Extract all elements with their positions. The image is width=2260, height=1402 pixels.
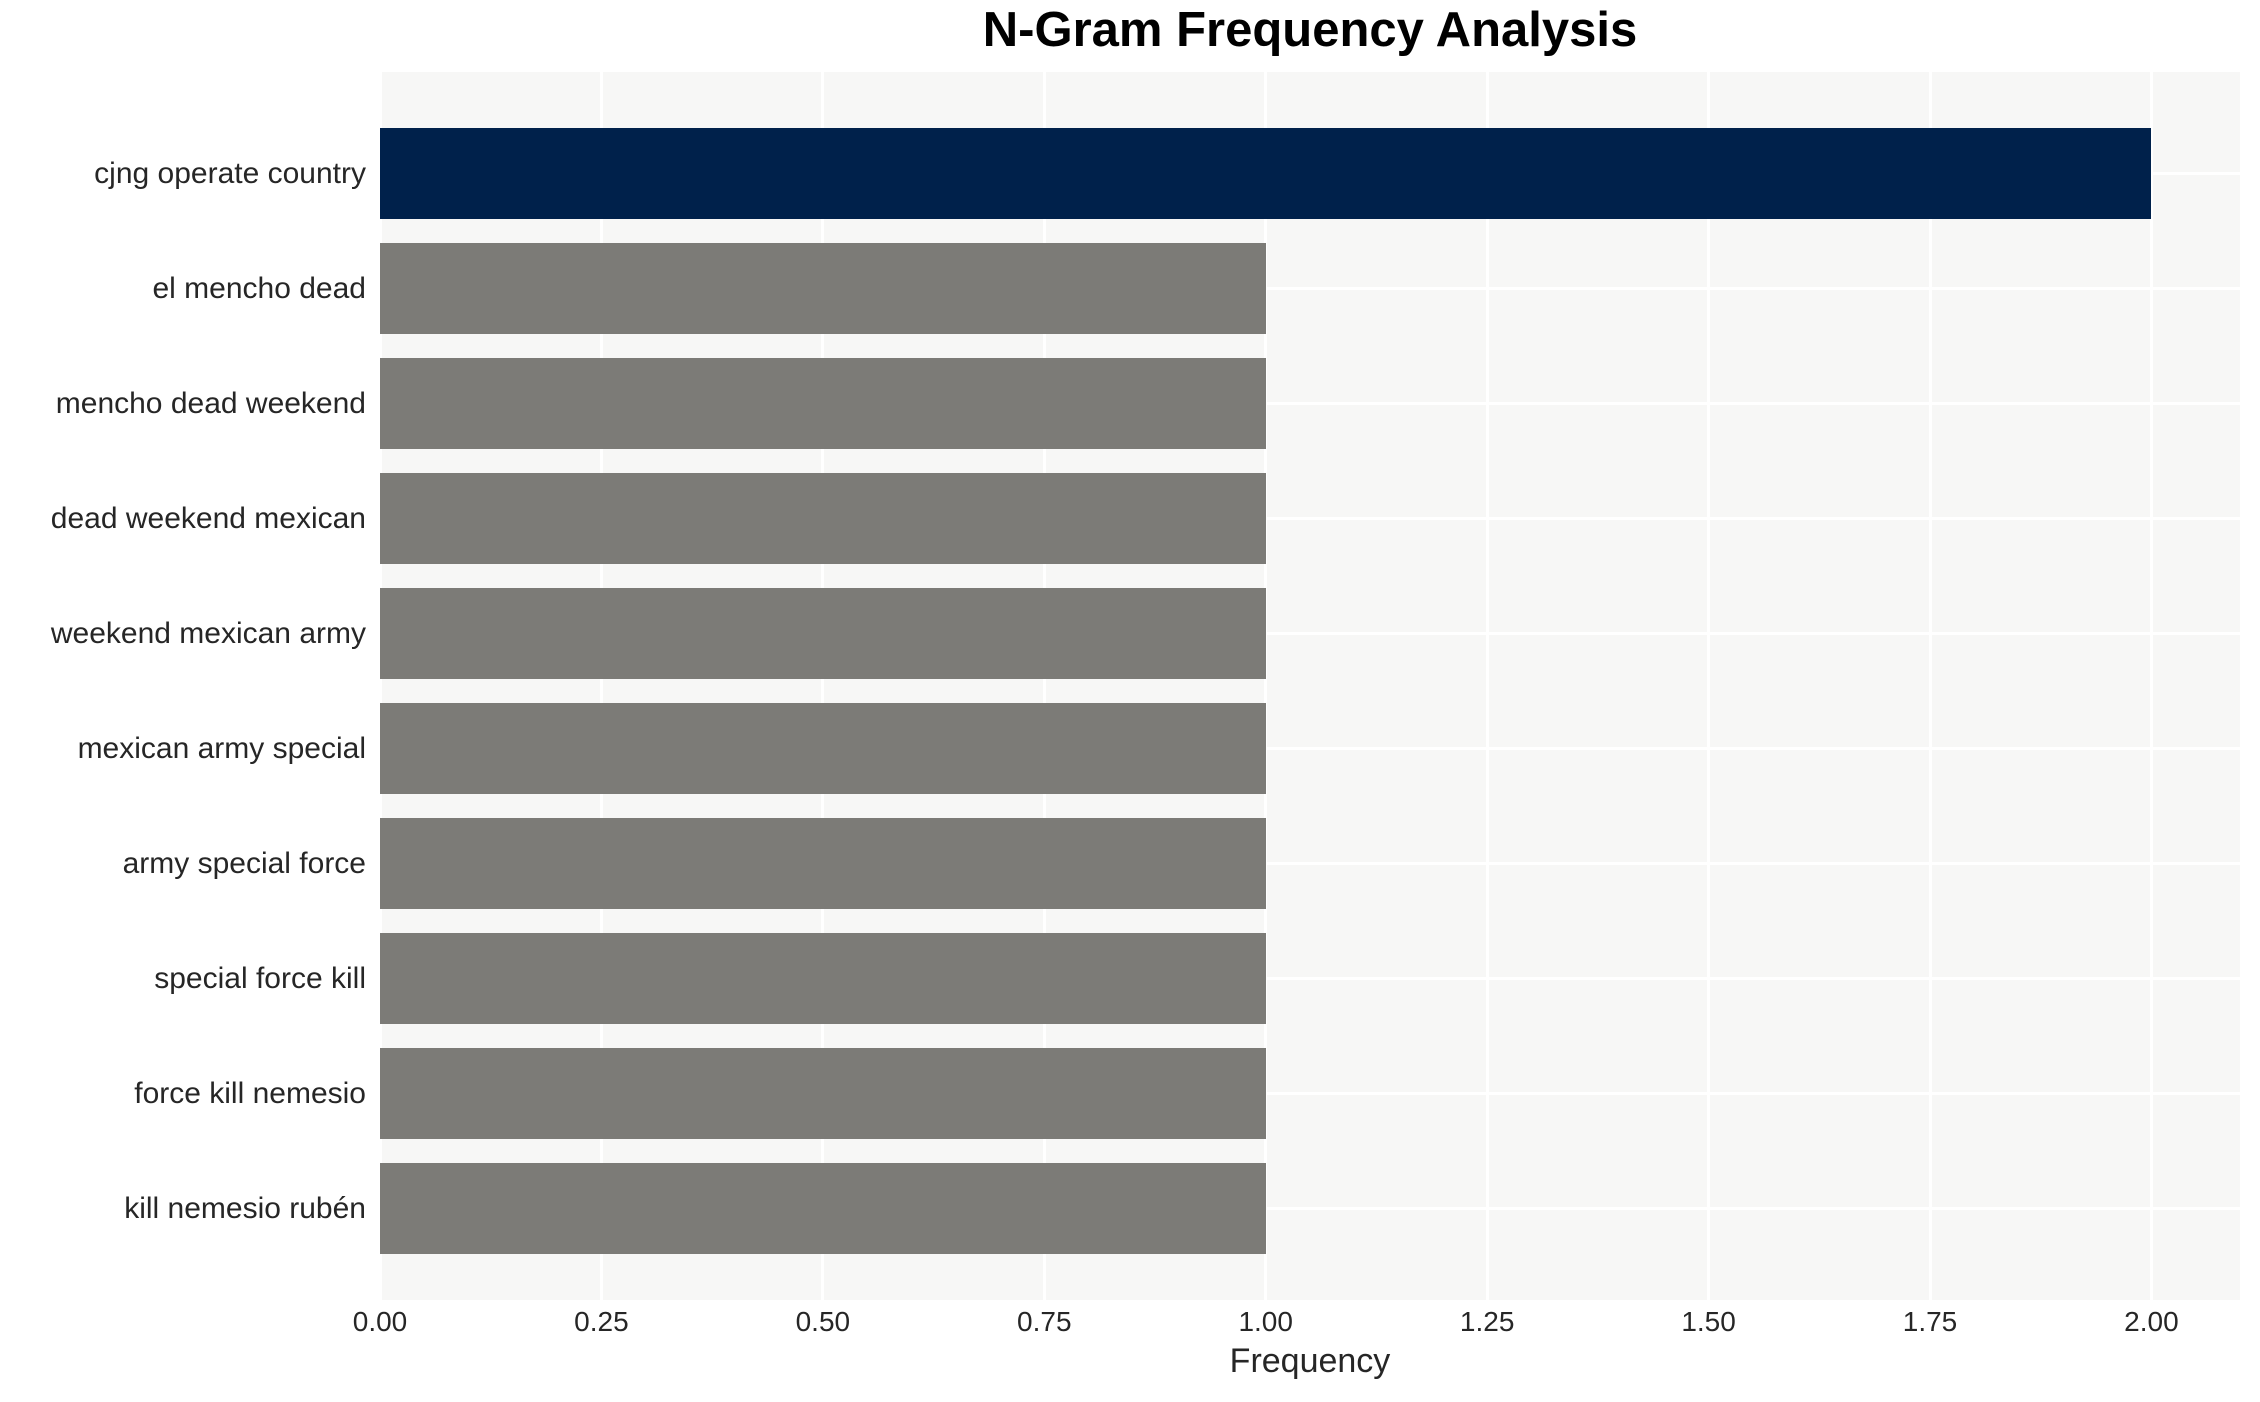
y-category-label: army special force <box>122 846 366 880</box>
x-tick-label: 1.50 <box>1681 1306 1736 1337</box>
bar <box>380 703 1266 794</box>
x-gridline <box>2149 72 2153 1300</box>
y-gridline <box>380 977 2240 980</box>
x-tick-label: 0.50 <box>795 1306 851 1337</box>
y-gridline <box>380 402 2240 405</box>
bar <box>380 933 1266 1024</box>
y-category-label: special force kill <box>154 961 366 995</box>
x-gridline <box>1485 72 1489 1300</box>
y-gridline <box>380 862 2240 865</box>
y-category-label: cjng operate country <box>94 156 366 190</box>
bar <box>380 358 1266 449</box>
chart-title: N-Gram Frequency Analysis <box>982 3 1638 57</box>
bar <box>380 243 1266 334</box>
bar <box>380 128 2152 219</box>
bar <box>380 818 1266 909</box>
y-gridline <box>380 1092 2240 1095</box>
x-gridline <box>1707 72 1711 1300</box>
x-gridline <box>1928 72 1932 1300</box>
y-gridline <box>380 517 2240 520</box>
x-gridline <box>599 72 603 1300</box>
x-gridline <box>821 72 825 1300</box>
x-tick-label: 2.00 <box>2124 1306 2179 1337</box>
x-axis-label: Frequency <box>1229 1342 1391 1380</box>
bar <box>380 1163 1266 1254</box>
y-category-label: dead weekend mexican <box>50 501 366 535</box>
y-gridline <box>380 287 2240 290</box>
x-tick-label: 0.75 <box>1017 1306 1072 1337</box>
y-gridline <box>380 632 2240 635</box>
y-category-label: weekend mexican army <box>50 616 366 650</box>
y-category-label: force kill nemesio <box>134 1076 366 1110</box>
y-category-label: mencho dead weekend <box>55 386 366 420</box>
bar <box>380 588 1266 679</box>
y-category-label: el mencho dead <box>152 271 367 305</box>
x-tick-label: 1.75 <box>1902 1306 1958 1337</box>
x-tick-label: 0.00 <box>352 1306 408 1337</box>
x-gridline <box>378 72 382 1300</box>
y-gridline <box>380 1207 2240 1210</box>
x-tick-label: 1.00 <box>1238 1306 1293 1337</box>
y-gridline <box>380 747 2240 750</box>
y-category-label: mexican army special <box>77 731 366 765</box>
x-gridline <box>1264 72 1268 1300</box>
x-gridline <box>1042 72 1046 1300</box>
bar <box>380 1048 1266 1139</box>
y-category-label: kill nemesio rubén <box>124 1191 366 1225</box>
x-tick-label: 1.25 <box>1459 1306 1515 1337</box>
bar <box>380 473 1266 564</box>
x-tick-label: 0.25 <box>574 1306 629 1337</box>
plot-area <box>378 72 2240 1300</box>
